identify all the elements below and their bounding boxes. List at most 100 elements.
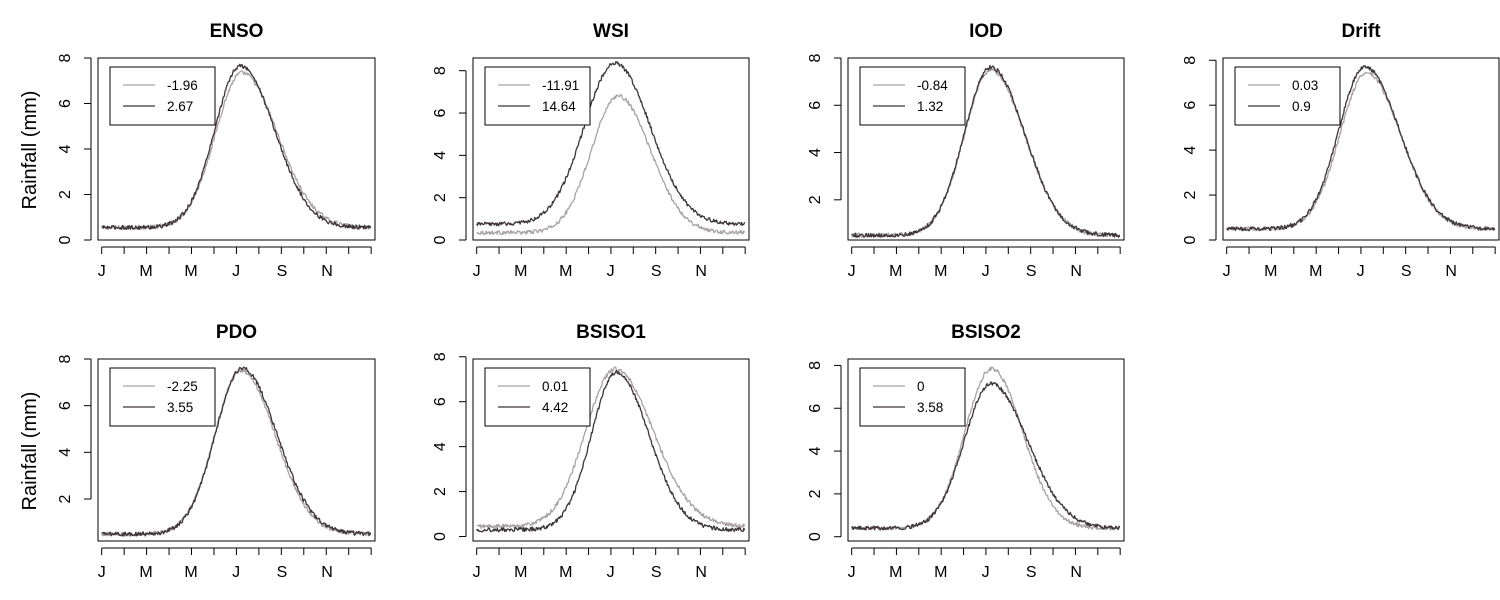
chart-panels: ENSO J M M J S N 0 2 4 6 8 -1.96 2.67 WSI J M M J S N 0 2 4 6 8 -1… <box>57 21 1500 581</box>
x-tick-label: M <box>184 263 197 280</box>
legend-box <box>109 367 216 427</box>
legend-label: 0.9 <box>1292 99 1311 114</box>
legend-label: 14.64 <box>542 99 576 114</box>
legend: -1.96 2.67 <box>109 66 216 126</box>
plot-frame <box>847 57 1125 241</box>
x-tick-label: S <box>277 263 288 280</box>
series-line-high <box>476 61 746 227</box>
legend-label: 0 <box>917 379 925 394</box>
series-line-high <box>1226 65 1496 232</box>
x-tick-label: M <box>184 564 197 581</box>
x-tick-label: M <box>139 263 152 280</box>
series-line-low <box>1226 71 1496 232</box>
y-tick-label: 2 <box>57 494 74 503</box>
plot-frame <box>1222 57 1500 241</box>
x-tick-label: M <box>1264 263 1277 280</box>
y-tick-label: 6 <box>57 401 74 410</box>
y-tick-label: 6 <box>807 101 824 110</box>
y-tick-label: 8 <box>432 352 449 361</box>
legend-box <box>859 66 966 126</box>
panel-title: IOD <box>969 21 1003 42</box>
x-tick-label: M <box>889 564 902 581</box>
y-tick-label: 6 <box>807 404 824 413</box>
x-tick-label: N <box>695 564 707 581</box>
x-tick-label: M <box>559 263 572 280</box>
legend-box <box>859 367 966 427</box>
x-tick-label: M <box>559 564 572 581</box>
y-tick-label: 8 <box>57 53 74 62</box>
x-tick-label: M <box>514 263 527 280</box>
x-tick-label: J <box>982 263 990 280</box>
series-line-high <box>851 381 1121 531</box>
y-tick-label: 4 <box>1182 146 1199 155</box>
y-tick-label: 2 <box>807 489 824 498</box>
plot-frame <box>97 358 376 542</box>
legend: 0.01 4.42 <box>484 367 591 427</box>
x-tick-label: J <box>607 263 615 280</box>
series-line-high <box>101 63 372 231</box>
panel-bsiso1: BSISO1 J M M J S N 0 2 4 6 8 0.01 4.42 <box>432 322 750 581</box>
x-tick-label: N <box>695 263 707 280</box>
plot-frame <box>847 358 1125 542</box>
y-tick-label: 8 <box>807 361 824 370</box>
x-tick-label: M <box>889 263 902 280</box>
legend-label: 1.32 <box>917 99 943 114</box>
y-axis-label-row2: Rainfall (mm) <box>19 392 41 511</box>
x-tick-label: N <box>1070 564 1082 581</box>
y-tick-label: 6 <box>432 397 449 406</box>
legend-box <box>484 367 591 427</box>
x-tick-label: J <box>232 564 240 581</box>
plot-frame <box>472 358 750 542</box>
series-line-low <box>476 93 746 236</box>
panel-enso: ENSO J M M J S N 0 2 4 6 8 -1.96 2.67 <box>57 21 376 280</box>
legend: -0.84 1.32 <box>859 66 966 126</box>
x-tick-label: M <box>934 564 947 581</box>
y-tick-label: 6 <box>57 99 74 108</box>
x-tick-label: M <box>1309 263 1322 280</box>
y-tick-label: 0 <box>57 235 74 244</box>
y-axis-label-row1: Rainfall (mm) <box>19 91 41 210</box>
legend-label: 2.67 <box>167 99 193 114</box>
y-tick-label: 2 <box>432 487 449 496</box>
legend-label: -1.96 <box>167 78 198 93</box>
y-tick-label: 4 <box>432 442 449 451</box>
panel-iod: IOD J M M J S N 2 4 6 8 -0.84 1.32 <box>807 21 1125 280</box>
plot-frame <box>472 57 750 241</box>
y-tick-label: 4 <box>57 448 74 457</box>
y-tick-label: 0 <box>432 235 449 244</box>
y-tick-label: 8 <box>432 66 449 75</box>
legend-label: 0.03 <box>1292 78 1318 93</box>
legend: -11.91 14.64 <box>484 66 591 126</box>
x-tick-label: S <box>651 564 662 581</box>
x-tick-label: J <box>473 564 481 581</box>
x-tick-label: J <box>1357 263 1365 280</box>
legend: 0.03 0.9 <box>1234 66 1341 126</box>
x-tick-label: J <box>232 263 240 280</box>
legend-box <box>484 66 591 126</box>
x-tick-label: S <box>1026 263 1037 280</box>
x-tick-label: J <box>98 263 106 280</box>
panel-wsi: WSI J M M J S N 0 2 4 6 8 -11.91 14.64 <box>432 21 750 280</box>
series-line-high <box>476 369 746 533</box>
x-tick-label: N <box>1445 263 1457 280</box>
plot-frame <box>97 57 376 241</box>
x-tick-label: N <box>1070 263 1082 280</box>
y-tick-label: 0 <box>807 532 824 541</box>
y-tick-label: 2 <box>432 193 449 202</box>
y-tick-label: 4 <box>807 148 824 157</box>
y-tick-label: 4 <box>432 151 449 160</box>
y-tick-label: 8 <box>807 53 824 62</box>
y-tick-label: 2 <box>57 190 74 199</box>
y-tick-label: 8 <box>57 354 74 363</box>
y-tick-label: 0 <box>432 532 449 541</box>
x-tick-label: N <box>321 564 333 581</box>
y-tick-label: 6 <box>1182 101 1199 110</box>
x-tick-label: J <box>848 263 856 280</box>
x-tick-label: N <box>321 263 333 280</box>
panel-title: WSI <box>593 21 629 42</box>
legend-box <box>1234 66 1341 126</box>
x-tick-label: J <box>982 564 990 581</box>
panel-title: BSISO1 <box>576 322 646 343</box>
